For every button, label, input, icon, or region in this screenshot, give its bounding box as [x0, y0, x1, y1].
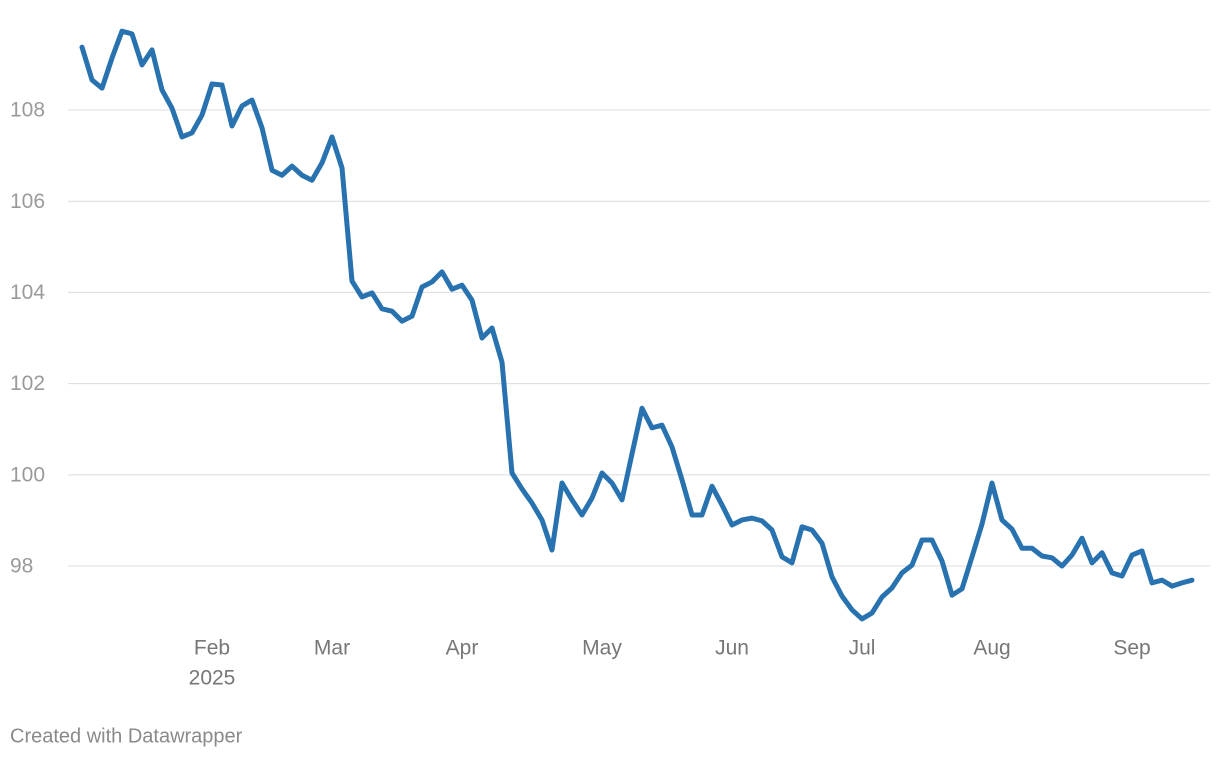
line	[79, 28, 1195, 622]
x-tick-label: Mar	[314, 637, 350, 660]
y-tick-label: 106	[10, 190, 45, 213]
x-tick-label: Jul	[849, 637, 876, 660]
y-tick-label: 102	[10, 372, 45, 395]
x-tick-label: Jun	[715, 637, 749, 660]
credit: Created with Datawrapper	[10, 725, 243, 747]
y-tick-label: 98	[10, 555, 33, 578]
x-tick-label: Aug	[973, 637, 1010, 660]
x-tick-label: Sep	[1113, 637, 1150, 660]
x-tick-label: Apr	[446, 637, 479, 660]
y-tick-label: 100	[10, 463, 45, 486]
y-tick-label: 104	[10, 281, 45, 304]
y-tick-label: 108	[10, 99, 45, 122]
x-tick-label: Feb	[194, 637, 230, 660]
x-year-label: 2025	[189, 667, 236, 690]
x-tick-label: May	[582, 637, 622, 660]
